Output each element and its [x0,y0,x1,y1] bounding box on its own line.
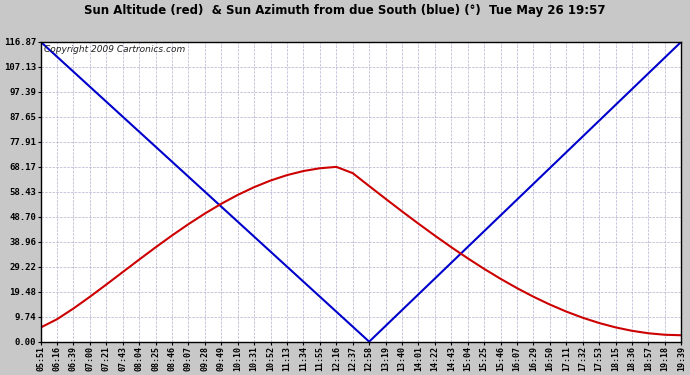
Text: Copyright 2009 Cartronics.com: Copyright 2009 Cartronics.com [43,45,185,54]
Text: Sun Altitude (red)  & Sun Azimuth from due South (blue) (°)  Tue May 26 19:57: Sun Altitude (red) & Sun Azimuth from du… [84,4,606,17]
